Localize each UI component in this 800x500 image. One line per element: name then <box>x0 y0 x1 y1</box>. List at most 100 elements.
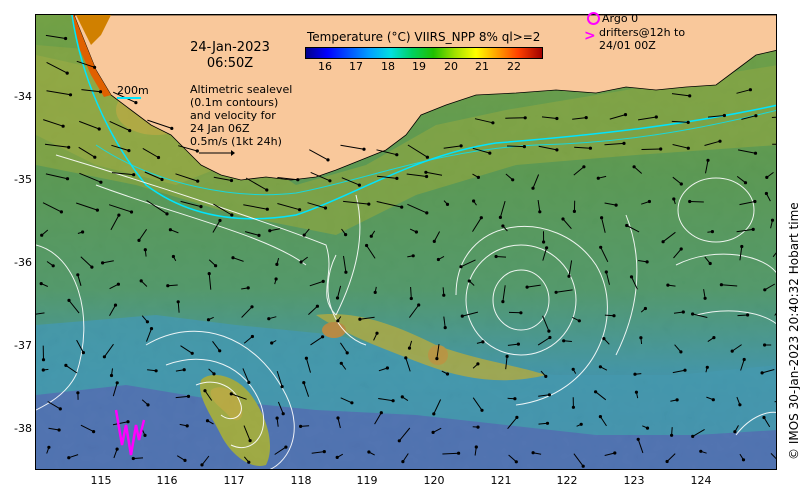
velocity-arrow-head <box>613 451 617 455</box>
velocity-arrow-head <box>102 355 106 359</box>
velocity-arrow-head <box>584 116 588 120</box>
velocity-arrow-head <box>665 459 669 464</box>
velocity-arrow-head <box>480 408 484 412</box>
velocity-arrow <box>341 177 360 186</box>
velocity-arrow-head <box>425 211 429 215</box>
velocity-arrow-head <box>632 165 636 169</box>
velocity-arrow-head <box>247 460 251 464</box>
velocity-arrow-head <box>65 71 69 75</box>
velocity-arrow-head <box>432 239 436 243</box>
velocity-arrow-head <box>93 65 97 69</box>
velocity-arrow-head <box>681 310 685 314</box>
velocity-arrow-head <box>457 451 461 455</box>
velocity-arrow-head <box>634 390 639 394</box>
velocity-arrow <box>343 255 347 273</box>
velocity-arrow-head <box>760 371 764 375</box>
velocity-arrow <box>110 214 120 231</box>
velocity-arrow-head <box>675 398 679 402</box>
velocity-arrow-head <box>257 233 261 237</box>
colorbar-tick-22: 22 <box>507 60 521 73</box>
velocity-arrow-head <box>740 244 744 249</box>
velocity-arrow-head <box>476 175 480 179</box>
velocity-arrow <box>472 217 482 232</box>
velocity-arrow <box>65 364 78 374</box>
velocity-arrow <box>541 116 557 119</box>
velocity-arrow-head <box>274 277 278 281</box>
velocity-arrow <box>138 229 148 241</box>
velocity-arrow-head <box>336 319 340 323</box>
velocity-arrow-head <box>339 361 343 365</box>
velocity-arrow-head <box>67 456 71 460</box>
velocity-arrow-head <box>544 374 548 378</box>
velocity-arrow <box>42 202 62 213</box>
velocity-arrow-head <box>335 455 339 459</box>
sst-map-canvas <box>36 15 776 469</box>
velocity-arrow <box>604 202 617 206</box>
velocity-arrow-head <box>51 264 55 268</box>
lon-label-119: 119 <box>356 474 378 487</box>
velocity-arrow-head <box>545 421 550 425</box>
velocity-arrow-head <box>741 458 746 462</box>
velocity-arrow-head <box>435 357 439 361</box>
drifters-label-2: 24/01 00Z <box>599 39 656 52</box>
velocity-arrow <box>337 417 341 429</box>
lat-label-37: -37 <box>14 339 32 352</box>
velocity-arrow-head <box>645 426 650 430</box>
velocity-arrow-head <box>302 381 306 385</box>
velocity-arrow <box>204 390 213 401</box>
velocity-arrow-head <box>703 296 707 300</box>
velocity-arrow-head <box>661 240 665 244</box>
velocity-arrow-head <box>432 412 436 416</box>
velocity-arrow-head <box>686 120 690 124</box>
velocity-arrow <box>507 343 519 346</box>
velocity-arrow-head <box>600 216 604 220</box>
velocity-arrow-head <box>129 210 134 214</box>
lon-label-116: 116 <box>156 474 178 487</box>
velocity-arrow <box>764 283 776 291</box>
velocity-arrow-head <box>97 127 101 131</box>
velocity-arrow <box>208 273 212 290</box>
velocity-arrow <box>178 145 198 152</box>
velocity-arrow-head <box>730 349 734 353</box>
velocity-arrow-head <box>373 290 377 294</box>
velocity-arrow <box>771 116 776 118</box>
velocity-arrow-head <box>753 151 758 155</box>
velocity-arrow-head <box>101 261 105 265</box>
velocity-arrow-head <box>639 336 643 340</box>
velocity-arrow <box>80 424 94 433</box>
velocity-arrow-head <box>623 113 628 117</box>
velocity-arrow-head <box>643 306 648 311</box>
velocity-arrow-head <box>170 126 174 130</box>
velocity-arrow-head <box>579 422 583 426</box>
velocity-arrow-head <box>400 205 404 209</box>
isobath-label: 200m <box>117 84 149 97</box>
velocity-arrow <box>111 144 130 152</box>
velocity-arrow-head <box>206 318 211 322</box>
velocity-arrow <box>398 427 411 442</box>
velocity-arrow-head <box>302 233 306 237</box>
velocity-arrow <box>474 118 494 124</box>
velocity-arrow <box>772 252 776 258</box>
velocity-arrow <box>405 357 411 372</box>
drifter-track <box>114 409 146 456</box>
velocity-arrow <box>244 231 260 236</box>
velocity-arrow <box>274 446 287 455</box>
velocity-arrow <box>499 200 506 218</box>
velocity-arrow-head <box>205 419 210 423</box>
velocity-arrow-head <box>246 286 250 290</box>
velocity-arrow <box>68 454 79 459</box>
velocity-arrow-head <box>718 139 722 143</box>
velocity-arrow <box>574 146 591 149</box>
velocity-arrow-head <box>577 319 581 323</box>
velocity-arrow-head <box>494 254 498 259</box>
velocity-scale-arrow-icon <box>199 150 235 156</box>
velocity-arrow-head <box>61 124 65 128</box>
velocity-arrow-head <box>190 351 194 355</box>
velocity-arrow-head <box>92 430 96 434</box>
velocity-arrow-head <box>362 147 366 151</box>
velocity-arrow <box>689 201 704 203</box>
velocity-arrow <box>108 204 132 213</box>
velocity-arrow-head <box>268 229 272 233</box>
velocity-arrow <box>78 146 96 158</box>
velocity-arrow-head <box>81 230 85 234</box>
